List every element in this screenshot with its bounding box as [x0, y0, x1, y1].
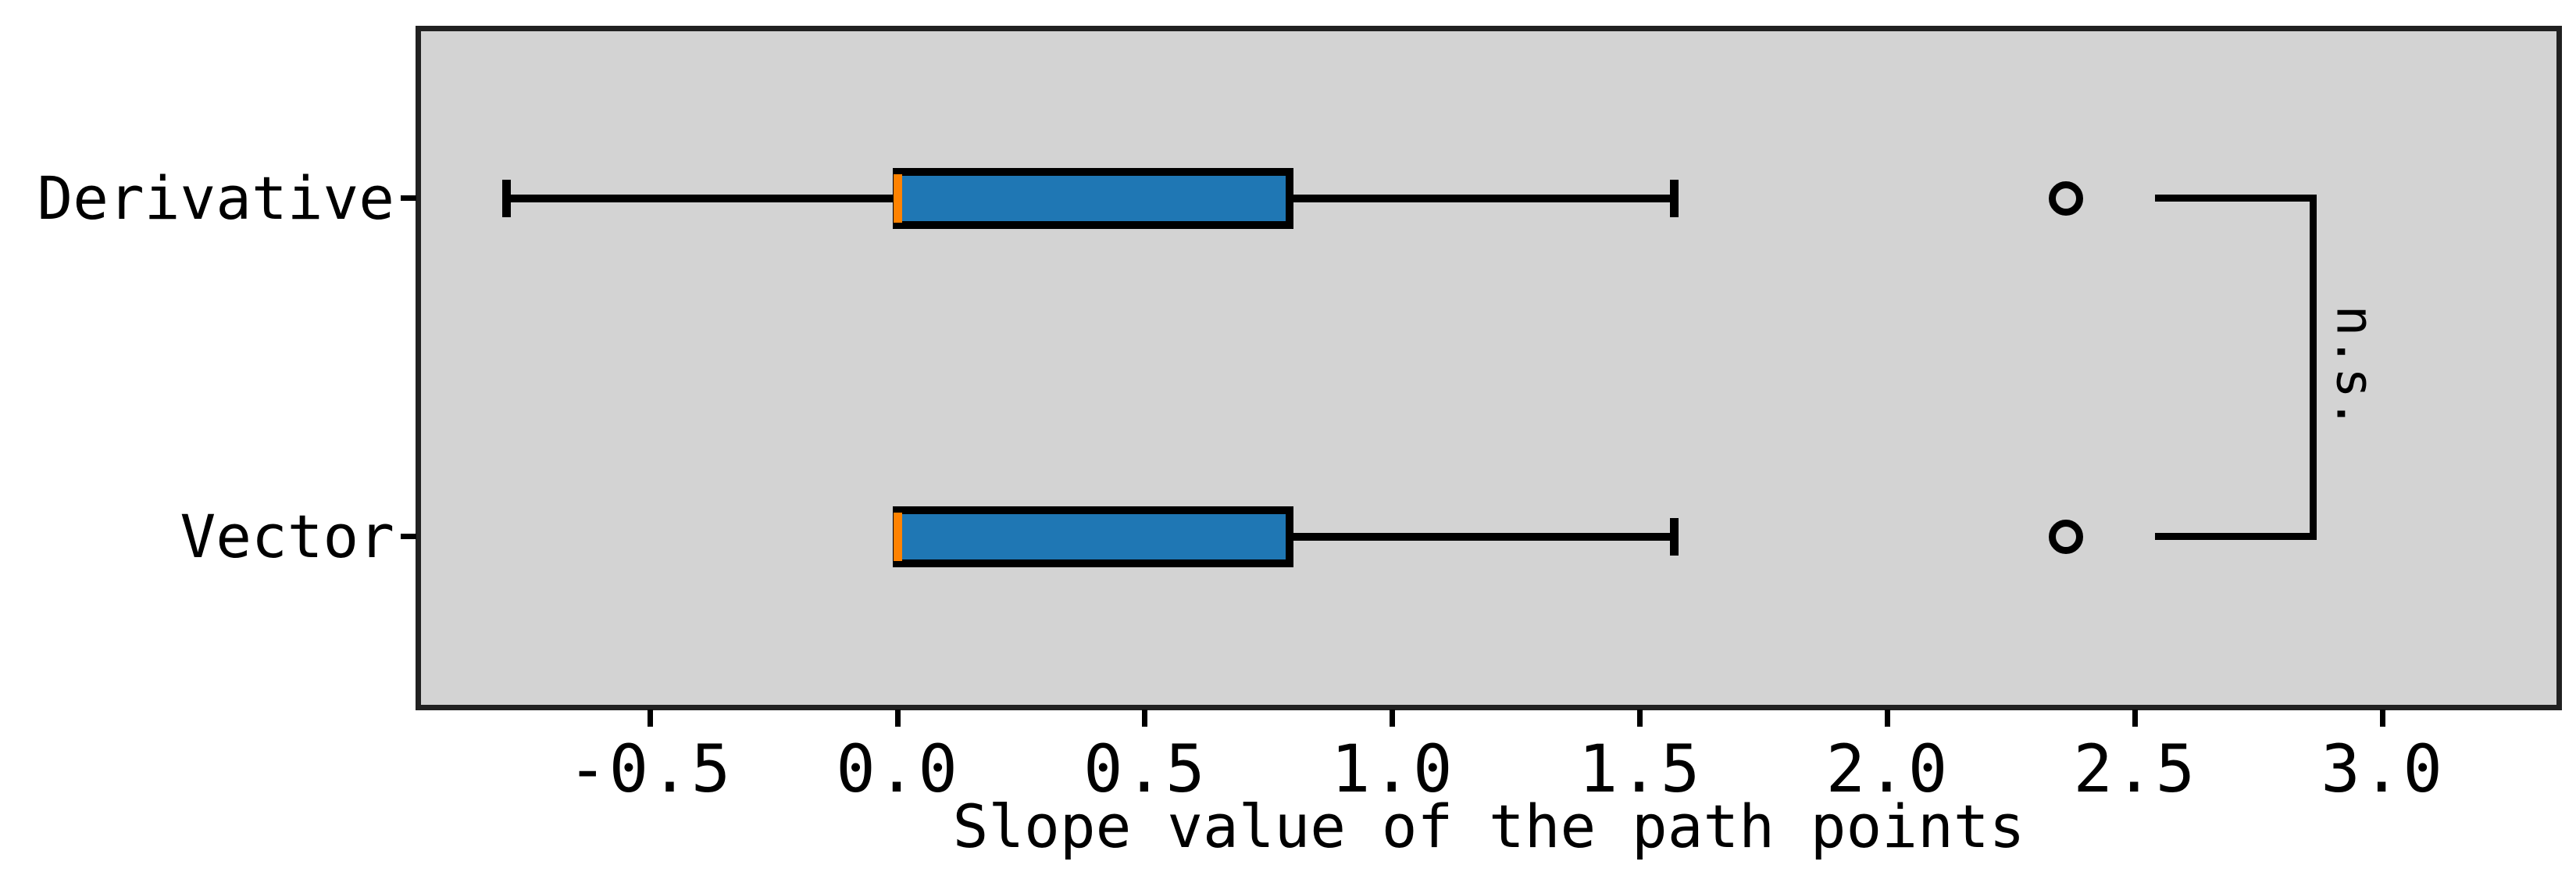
x-tick-label: 1.5	[1578, 731, 1702, 807]
x-axis-label: Slope value of the path points	[952, 792, 2025, 861]
x-tick-label: 2.0	[1825, 731, 1950, 807]
x-tick-label: 0.5	[1083, 731, 1207, 807]
median-line	[893, 173, 902, 223]
x-tick-mark	[894, 709, 901, 727]
x-tick-mark	[2132, 709, 2138, 727]
median-line	[893, 512, 902, 561]
whisker-cap	[1670, 517, 1679, 556]
y-tick-mark	[401, 195, 416, 201]
x-tick-label: 1.0	[1330, 731, 1454, 807]
y-tick-label: Vector	[180, 501, 394, 571]
x-tick-label: 2.5	[2073, 731, 2197, 807]
whisker-cap	[501, 179, 511, 217]
outlier-marker	[2048, 181, 2083, 216]
bracket-vertical-line	[2309, 195, 2317, 541]
plot-area	[416, 26, 2562, 710]
whisker-cap	[1670, 179, 1679, 217]
x-tick-label: 3.0	[2321, 731, 2444, 807]
whisker-line	[1293, 194, 1675, 202]
whisker-line	[1293, 532, 1675, 541]
significance-label: n.s.	[2324, 305, 2385, 430]
bracket-bottom-line	[2154, 533, 2317, 541]
y-tick-label: Derivative	[37, 163, 394, 233]
box	[892, 506, 1293, 567]
y-tick-mark	[401, 534, 416, 540]
box	[892, 167, 1293, 229]
x-tick-mark	[1884, 709, 1890, 727]
x-tick-label: -0.5	[568, 731, 733, 807]
outlier-marker	[2048, 519, 2083, 554]
x-tick-mark	[1637, 709, 1643, 727]
x-tick-mark	[647, 709, 653, 727]
x-tick-mark	[1390, 709, 1396, 727]
x-tick-mark	[2379, 709, 2385, 727]
x-tick-mark	[1142, 709, 1148, 727]
bracket-top-line	[2154, 195, 2317, 202]
whisker-line	[506, 194, 893, 202]
x-tick-label: 0.0	[836, 731, 959, 807]
